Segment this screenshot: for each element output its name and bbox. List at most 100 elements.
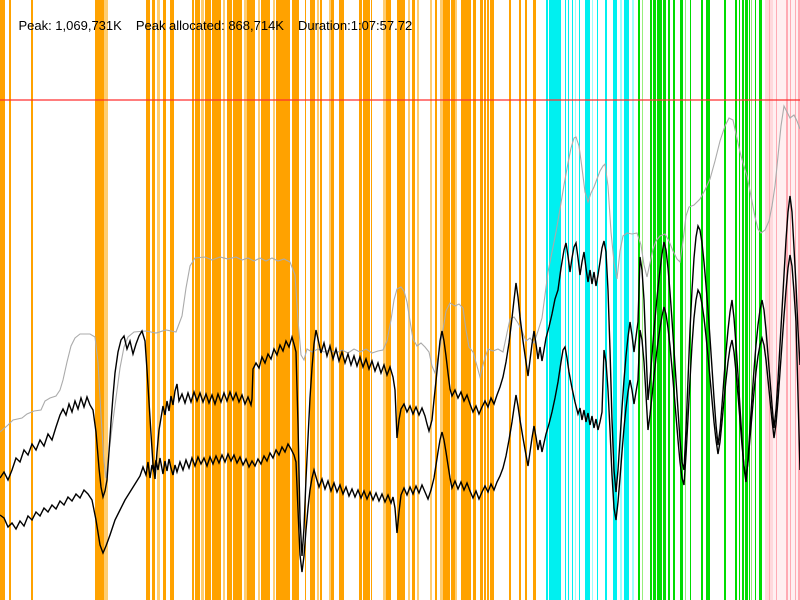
event-bar-o	[533, 0, 536, 600]
event-bar-o	[509, 0, 511, 600]
event-bar-g	[745, 0, 748, 600]
event-bar-ol	[383, 0, 386, 600]
event-bar-o	[412, 0, 415, 600]
event-bar-c	[546, 0, 548, 600]
event-bar-o	[461, 0, 471, 600]
event-bar-ol	[417, 0, 419, 600]
stat-duration: Duration:1:07:57.72	[297, 18, 413, 33]
allocated-upper-black-line	[0, 195, 800, 557]
event-bar-o	[451, 0, 455, 600]
event-bar-c	[579, 0, 580, 600]
event-bar-o	[95, 0, 104, 600]
event-bar-o	[9, 0, 11, 600]
event-bar-ol	[104, 0, 108, 600]
event-bar-o	[525, 0, 527, 600]
event-bar-c	[565, 0, 566, 600]
event-bar-o	[170, 0, 174, 600]
event-bar-o	[310, 0, 315, 600]
event-bar-o	[443, 0, 450, 600]
event-bar-gl	[685, 0, 686, 600]
event-bar-g	[739, 0, 740, 600]
event-bar-p	[790, 0, 791, 600]
event-bar-g	[657, 0, 660, 600]
event-bar-g	[690, 0, 691, 600]
event-bar-g	[755, 0, 756, 600]
event-bar-o	[0, 0, 5, 600]
event-bar-o	[487, 0, 489, 600]
event-bar-o	[227, 0, 232, 600]
event-bar-ol	[201, 0, 204, 600]
event-bar-ol	[223, 0, 225, 600]
peak-reference-line	[0, 99, 800, 101]
event-bar-o	[480, 0, 483, 600]
event-bar-ol	[329, 0, 331, 600]
event-bar-o	[233, 0, 242, 600]
event-bar-o	[276, 0, 290, 600]
event-bar-gl	[642, 0, 643, 600]
event-bar-g	[668, 0, 670, 600]
event-bar-g	[749, 0, 750, 600]
event-bar-g	[759, 0, 762, 600]
event-bar-p	[769, 0, 770, 600]
event-bar-c	[605, 0, 607, 600]
event-bar-o	[435, 0, 437, 600]
event-bar-c	[585, 0, 590, 600]
allocated-lower-black-line	[0, 254, 800, 573]
event-bar-o	[192, 0, 194, 600]
event-bar-o	[292, 0, 299, 600]
event-bar-c	[624, 0, 629, 600]
event-bar-o	[212, 0, 221, 600]
event-bar-o	[519, 0, 521, 600]
event-bar-o	[31, 0, 33, 600]
event-bar-c	[613, 0, 617, 600]
event-bar-ol	[455, 0, 457, 600]
event-bar-g	[735, 0, 737, 600]
stat-peak: Peak: 1,069,731K	[18, 18, 122, 33]
event-bar-cl	[620, 0, 622, 600]
event-bar-cl	[632, 0, 634, 600]
event-bar-p	[798, 0, 800, 600]
event-bar-o	[261, 0, 270, 600]
event-bar-cl	[592, 0, 593, 600]
event-bar-ol	[273, 0, 275, 600]
event-bar-ol	[440, 0, 443, 600]
event-bar-g	[742, 0, 744, 600]
event-bar-ol	[408, 0, 410, 600]
event-bar-p	[776, 0, 777, 600]
event-bar-ol	[244, 0, 247, 600]
event-bar-p	[786, 0, 788, 600]
event-bar-g	[701, 0, 703, 600]
event-bar-c	[597, 0, 598, 600]
event-bar-p	[795, 0, 796, 600]
event-bar-o	[363, 0, 370, 600]
event-bar-c	[572, 0, 573, 600]
event-bar-ol	[157, 0, 160, 600]
event-bar-g	[706, 0, 710, 600]
event-bar-ol	[430, 0, 432, 600]
event-bar-o	[371, 0, 372, 600]
event-bar-g	[660, 0, 662, 600]
event-bar-o	[163, 0, 166, 600]
event-bar-gl	[751, 0, 752, 600]
event-bar-g	[673, 0, 675, 600]
event-bar-o	[484, 0, 486, 600]
event-bar-o	[359, 0, 362, 600]
event-bar-o	[331, 0, 334, 600]
event-bar-o	[339, 0, 344, 600]
event-bar-o	[320, 0, 322, 600]
event-bar-o	[146, 0, 150, 600]
event-bar-o	[386, 0, 391, 600]
event-bar-o	[473, 0, 476, 600]
event-bar-g	[663, 0, 666, 600]
event-bar-o	[490, 0, 494, 600]
event-bar-o	[205, 0, 211, 600]
event-bar-c	[568, 0, 569, 600]
event-bar-ol	[258, 0, 260, 600]
event-bar-o	[247, 0, 255, 600]
event-bar-g	[724, 0, 726, 600]
event-bar-g	[680, 0, 683, 600]
event-bar-g	[653, 0, 656, 600]
